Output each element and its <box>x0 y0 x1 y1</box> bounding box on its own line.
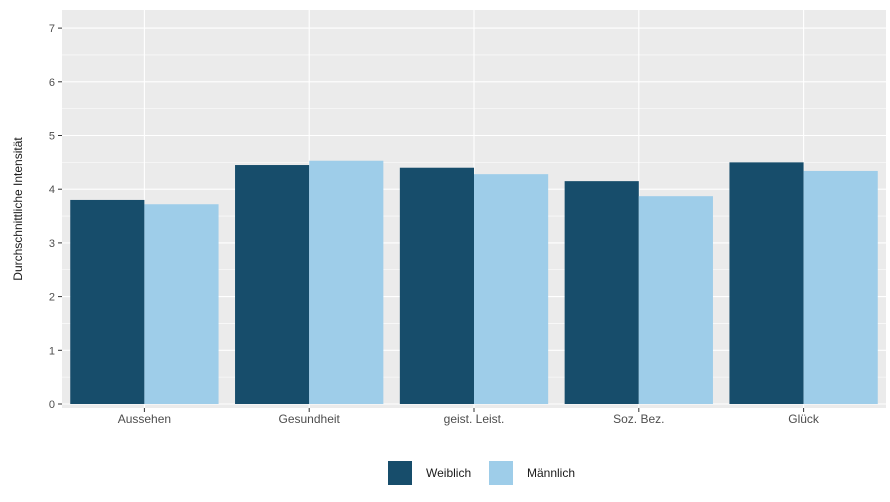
bar-maennlich <box>638 196 713 404</box>
y-tick-label: 5 <box>49 131 55 143</box>
legend-key <box>388 461 412 485</box>
y-tick-label: 7 <box>49 23 55 35</box>
x-tick-label: Glück <box>788 412 820 426</box>
y-axis: 0 1 2 3 4 5 6 7 <box>49 23 62 411</box>
y-tick-label: 2 <box>49 292 55 304</box>
bar-weiblich <box>729 162 804 404</box>
y-tick-label: 1 <box>49 345 55 357</box>
bar-weiblich <box>399 167 474 404</box>
bar-maennlich <box>309 160 384 404</box>
x-tick-label: geist. Leist. <box>444 412 505 426</box>
bar-weiblich <box>235 165 310 404</box>
x-tick-label: Gesundheit <box>279 412 341 426</box>
y-tick-label: 0 <box>49 399 55 411</box>
legend-label: Weiblich <box>426 466 471 480</box>
bar-weiblich <box>564 181 639 404</box>
bar-weiblich <box>70 199 145 404</box>
y-tick-label: 4 <box>49 184 55 196</box>
bars <box>70 160 878 404</box>
legend-key <box>489 461 513 485</box>
legend: Weiblich Männlich <box>388 461 575 485</box>
bar-maennlich <box>144 204 219 404</box>
bar-maennlich <box>474 174 549 404</box>
x-axis: Aussehen Gesundheit geist. Leist. Soz. Bez.… <box>118 408 820 426</box>
legend-label: Männlich <box>527 466 575 480</box>
y-tick-label: 6 <box>49 77 55 89</box>
bar-maennlich <box>803 170 878 404</box>
y-axis-title: Durchschnittliche Intensität <box>11 137 25 281</box>
x-tick-label: Soz. Bez. <box>613 412 664 426</box>
x-tick-label: Aussehen <box>118 412 171 426</box>
y-tick-label: 3 <box>49 238 55 250</box>
